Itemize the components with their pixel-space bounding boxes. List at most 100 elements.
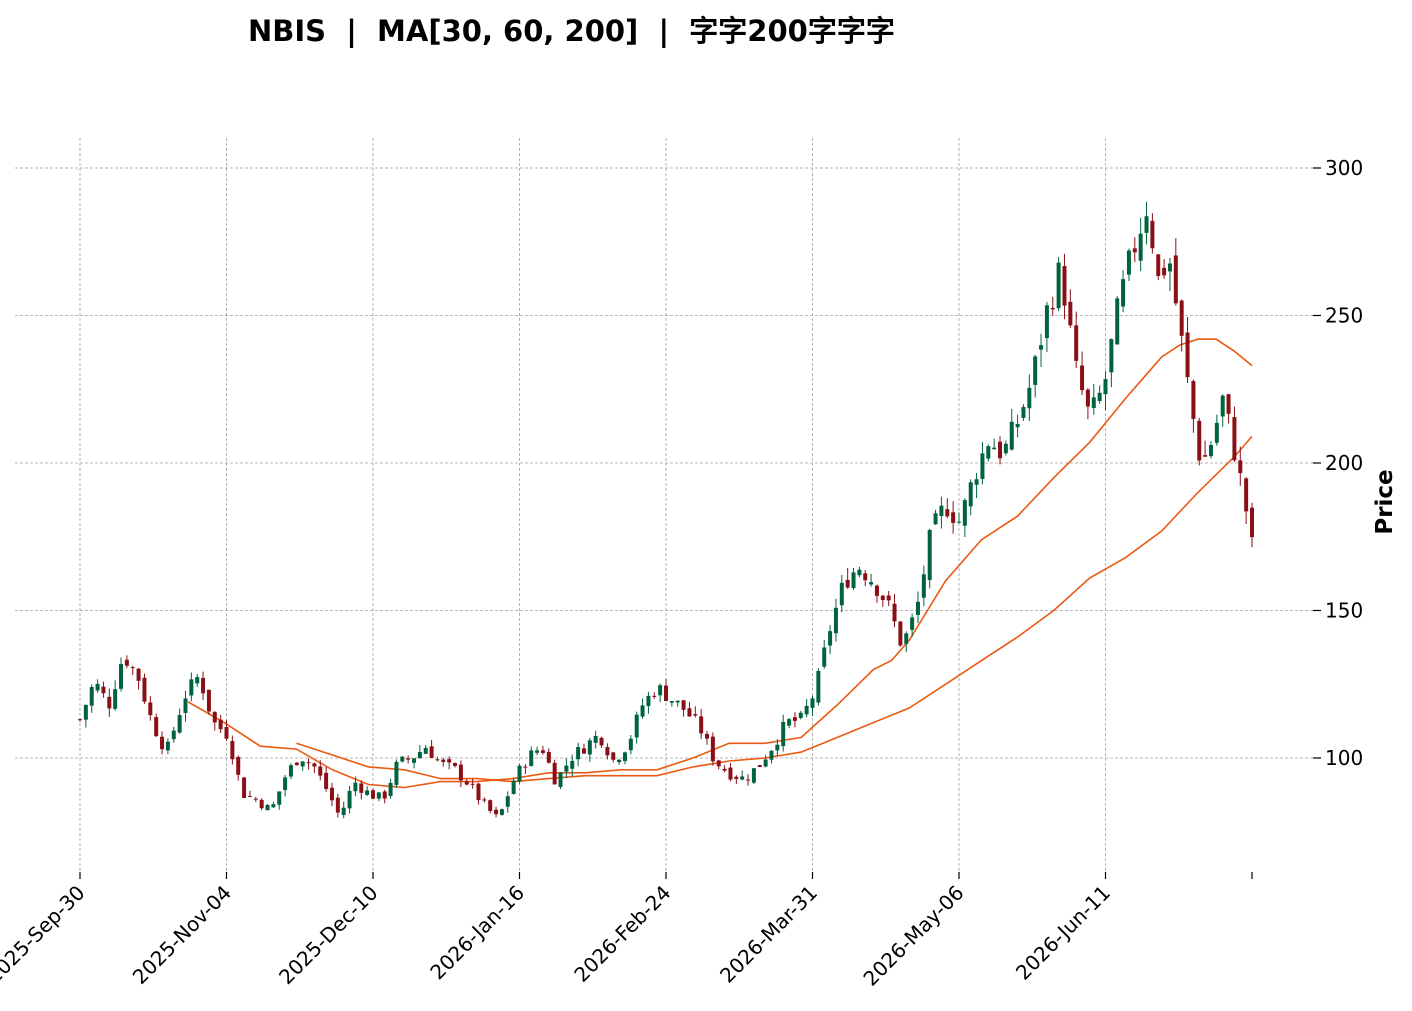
candle-down — [681, 700, 686, 710]
candle-up — [529, 750, 534, 767]
candle-up — [1033, 356, 1038, 385]
candle-up — [576, 747, 581, 760]
candle-down — [259, 799, 264, 809]
candle-up — [851, 572, 856, 589]
candle-down — [540, 750, 545, 754]
candle-down — [447, 759, 452, 763]
candle-up — [810, 698, 815, 708]
candle-down — [1068, 301, 1073, 326]
candle-up — [927, 530, 932, 581]
candle-down — [945, 509, 950, 517]
ma-line-60 — [296, 435, 1253, 783]
candle-down — [1179, 300, 1184, 336]
candle-down — [716, 760, 721, 767]
candle-up — [564, 765, 569, 772]
candle-down — [1150, 220, 1155, 249]
candle-up — [904, 633, 909, 644]
chart-title: NBIS | MA[30, 60, 200] | 字字200字字字 — [248, 14, 895, 48]
candle-down — [1226, 394, 1231, 414]
candle-up — [1056, 262, 1061, 309]
candle-up — [833, 607, 838, 634]
candle-down — [693, 714, 698, 716]
candle-up — [675, 700, 680, 703]
candle-down — [863, 573, 868, 581]
candle-up — [1015, 423, 1020, 428]
candle-down — [552, 762, 557, 785]
candle-up — [640, 705, 645, 717]
candle-down — [792, 717, 797, 721]
candle-up — [1126, 250, 1131, 275]
candle-up — [89, 687, 94, 706]
candle-down — [441, 759, 446, 763]
candle-up — [417, 751, 422, 759]
candle-down — [1197, 420, 1202, 461]
candle-up — [992, 447, 997, 450]
x-tick-label: 2026-May-06 — [858, 881, 968, 991]
candle-down — [359, 783, 364, 793]
candle-up — [798, 712, 803, 718]
candle-down — [335, 797, 340, 813]
candle-up — [412, 758, 417, 763]
candle-up — [423, 747, 428, 754]
candle-down — [710, 736, 715, 762]
candle-up — [1115, 298, 1120, 345]
candle-up — [1121, 279, 1126, 307]
candle-up — [1109, 339, 1114, 373]
candle-up — [968, 482, 973, 507]
x-tick-label: 2026-Mar-31 — [715, 881, 822, 988]
candle-up — [763, 759, 768, 767]
candle-down — [160, 736, 165, 750]
candle-down — [1062, 266, 1067, 306]
candle-up — [189, 679, 194, 696]
candle-up — [95, 683, 100, 691]
candle-up — [83, 704, 88, 720]
candle-down — [1185, 332, 1190, 378]
candle-down — [1173, 255, 1178, 304]
candle-down — [382, 791, 387, 799]
candle-up — [505, 796, 510, 807]
candle-down — [406, 758, 411, 760]
candle-up — [828, 631, 833, 646]
candle-down — [453, 763, 458, 766]
candle-down — [1250, 507, 1254, 538]
candle-up — [669, 700, 674, 703]
candle-up — [658, 685, 663, 696]
candle-down — [728, 767, 733, 780]
candle-up — [1039, 345, 1044, 350]
candle-up — [921, 574, 926, 598]
candle-down — [523, 766, 528, 768]
candle-down — [652, 695, 657, 697]
candle-up — [376, 792, 381, 799]
candle-up — [365, 790, 370, 795]
candle-down — [224, 727, 229, 739]
candle-down — [1132, 248, 1137, 253]
axes: 100 150 200 250 300 2025-Sep-30 2025-Nov-04 202… — [0, 156, 1363, 991]
y-tick-label: 300 — [1325, 156, 1363, 180]
candle-down — [898, 621, 903, 646]
candle-down — [599, 737, 604, 746]
candle-down — [1244, 478, 1249, 512]
candles — [78, 201, 1254, 819]
grid — [15, 138, 1313, 872]
candle-up — [1009, 421, 1014, 450]
candle-up — [119, 663, 124, 689]
candle-down — [1232, 417, 1237, 461]
candle-down — [1191, 381, 1196, 419]
candle-up — [1167, 263, 1172, 272]
candle-down — [581, 748, 586, 754]
candle-up — [839, 582, 844, 606]
candle-up — [816, 670, 821, 703]
candle-down — [705, 733, 710, 739]
candle-down — [318, 766, 323, 776]
candle-up — [388, 782, 393, 797]
candle-up — [769, 750, 774, 760]
candle-up — [986, 446, 991, 459]
y-tick-label: 200 — [1325, 451, 1363, 475]
candle-up — [511, 780, 516, 794]
candle-down — [212, 711, 217, 723]
candle-down — [951, 512, 956, 523]
y-tick-label: 250 — [1325, 304, 1363, 328]
candle-up — [617, 759, 622, 763]
candle-down — [546, 751, 551, 763]
candle-up — [171, 730, 176, 740]
